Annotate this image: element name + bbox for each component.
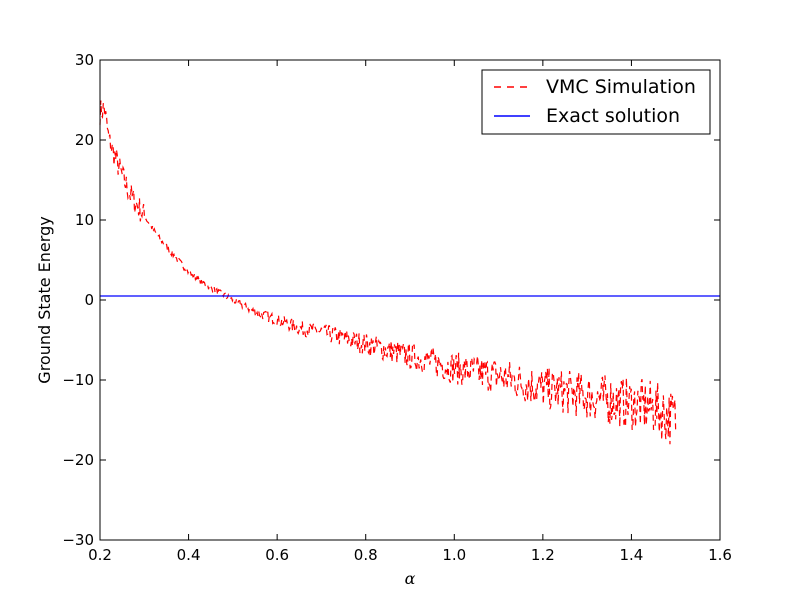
y-tick-label: 20 (75, 131, 94, 149)
y-tick-label: 0 (84, 291, 94, 309)
y-tick-label: 10 (75, 211, 94, 229)
y-tick-label: −20 (62, 451, 94, 469)
series-vmc-simulation-line (99, 100, 677, 445)
ticks-layer: 0.2 0.4 0.6 0.8 1.0 1.2 1.4 1.6 30 20 10 0 −10 −20 −30 (62, 51, 732, 564)
x-tick-label: 1.0 (442, 546, 466, 564)
x-tick-label: 0.6 (265, 546, 289, 564)
y-tick-label: −30 (62, 531, 94, 549)
legend-label-vmc-simulation: VMC Simulation (546, 76, 696, 98)
x-tick-label: 1.4 (619, 546, 643, 564)
x-tick-label: 1.6 (708, 546, 732, 564)
x-axis-label: α (405, 569, 416, 588)
x-tick-label: 0.2 (88, 546, 112, 564)
x-tick-label: 1.2 (531, 546, 555, 564)
legend-box (481, 69, 711, 135)
x-tick-label: 0.4 (177, 546, 201, 564)
legend: VMC Simulation Exact solution (481, 69, 711, 135)
x-tick-label: 0.8 (354, 546, 378, 564)
legend-label-exact-solution: Exact solution (546, 105, 680, 127)
y-axis-label: Ground State Energy (35, 216, 54, 383)
series-layer (99, 100, 720, 445)
y-tick-label: 30 (75, 51, 94, 69)
y-tick-label: −10 (62, 371, 94, 389)
